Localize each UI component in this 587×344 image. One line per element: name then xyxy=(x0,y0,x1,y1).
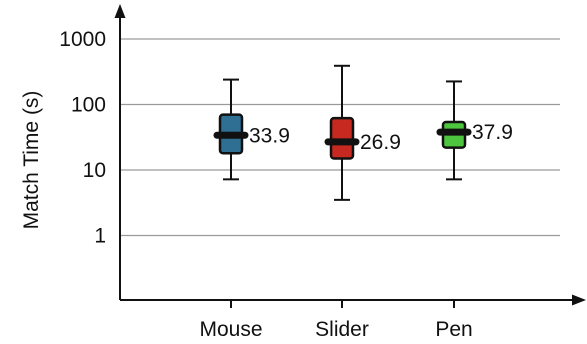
axes xyxy=(114,4,586,306)
gridlines xyxy=(120,38,560,237)
x-tick-labels: Mouse Slider Pen xyxy=(199,300,473,341)
x-axis-arrow xyxy=(572,294,586,306)
y-tick-label-1000: 1000 xyxy=(59,28,106,51)
x-tick-label-pen: Pen xyxy=(435,318,472,341)
y-axis-label: Match Time (s) xyxy=(20,91,43,230)
median-label-mouse: 33.9 xyxy=(249,124,290,147)
y-tick-label-10: 10 xyxy=(83,159,106,182)
box-pen: 37.9 xyxy=(436,80,513,181)
box-iqr-slider xyxy=(329,116,355,160)
x-tick-label-mouse: Mouse xyxy=(199,318,262,341)
box-slider: 26.9 xyxy=(324,64,401,201)
box-series: 33.9 26.9 37.9 xyxy=(213,64,513,201)
median-label-pen: 37.9 xyxy=(472,121,513,144)
y-tick-label-1: 1 xyxy=(94,225,106,248)
y-tick-label-100: 100 xyxy=(71,94,106,117)
box-mouse: 33.9 xyxy=(213,78,290,181)
y-axis-arrow xyxy=(114,4,126,18)
y-tick-labels: 1 10 100 1000 xyxy=(59,28,106,248)
x-tick-label-slider: Slider xyxy=(315,318,369,341)
median-label-slider: 26.9 xyxy=(360,131,401,154)
